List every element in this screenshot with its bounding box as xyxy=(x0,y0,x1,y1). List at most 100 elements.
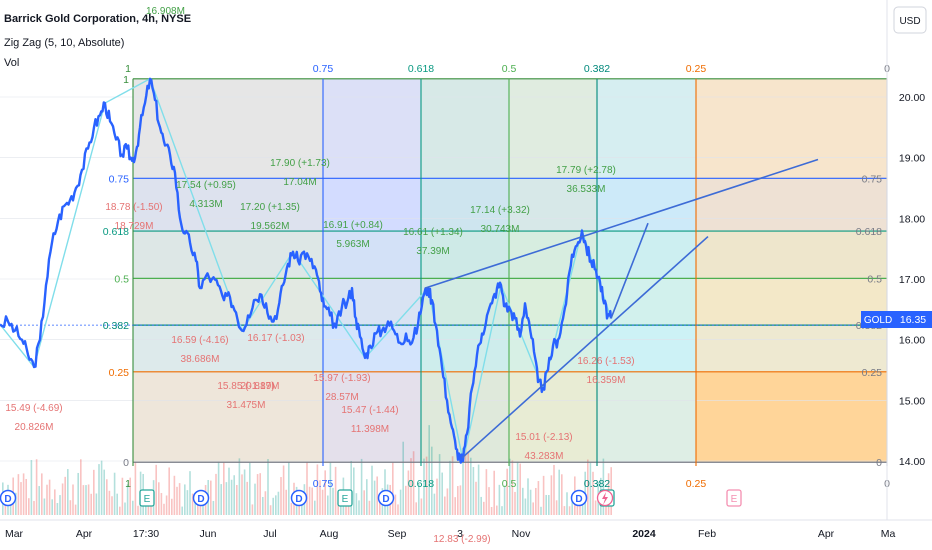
volume-bar xyxy=(223,462,225,515)
dividend-marker[interactable]: D xyxy=(192,489,210,507)
volume-bar xyxy=(379,502,381,515)
volume-bar xyxy=(282,465,285,515)
earnings-letter: E xyxy=(342,494,349,505)
time-tick-label: Jul xyxy=(263,528,276,540)
fib-cell xyxy=(323,278,421,326)
volume-bar xyxy=(4,501,7,515)
volume-bar xyxy=(256,474,259,515)
volume-bar xyxy=(38,486,40,515)
volume-bar xyxy=(82,485,85,515)
fib-cell xyxy=(509,371,597,463)
fibonacci-labels: 110.750.750.6180.6180.50.50.3820.3820.25… xyxy=(103,63,890,490)
volume-bar xyxy=(280,477,282,515)
volume-bar xyxy=(420,498,423,515)
volume-bar xyxy=(563,506,566,515)
price-tag-value: 16.35 xyxy=(900,314,926,326)
dividend-letter: D xyxy=(4,494,11,505)
fib-cell xyxy=(421,325,509,372)
volume-bar xyxy=(217,461,220,515)
volume-bar xyxy=(360,458,363,515)
volume-bar xyxy=(462,447,464,515)
fib-cell xyxy=(696,178,887,232)
flash-icon[interactable] xyxy=(596,489,614,507)
dividend-marker[interactable]: D xyxy=(377,489,395,507)
volume-bar xyxy=(402,441,404,515)
dividend-letter: D xyxy=(197,494,204,505)
volume-bar xyxy=(220,484,222,515)
earnings-icon[interactable] xyxy=(139,489,155,507)
fib-cell xyxy=(133,325,323,372)
dividend-marker[interactable]: D xyxy=(0,489,17,507)
volume-bar xyxy=(124,502,126,515)
time-tick-label: 2024 xyxy=(632,528,656,540)
time-tick-label: Aug xyxy=(320,528,339,540)
volume-bar xyxy=(184,484,186,515)
volume-bar xyxy=(532,502,534,515)
indicator-name[interactable]: Zig Zag (5, 10, Absolute) xyxy=(4,37,124,49)
currency-button[interactable]: USD xyxy=(893,6,927,34)
earnings-icon[interactable] xyxy=(337,489,353,507)
volume-bar xyxy=(210,480,212,515)
fib-cell xyxy=(597,78,696,179)
volume-bar xyxy=(228,467,230,515)
volume-bar xyxy=(85,485,87,515)
volume-bar xyxy=(506,468,508,515)
volume-bar xyxy=(80,459,82,515)
dividend-marker[interactable]: D xyxy=(290,489,308,507)
dividend-marker[interactable]: D xyxy=(570,489,588,507)
volume-bar xyxy=(155,464,157,515)
volume-bar xyxy=(548,494,550,515)
dividend-icon[interactable] xyxy=(570,489,588,507)
earnings-marker[interactable]: E xyxy=(726,489,742,507)
volume-bar xyxy=(267,459,269,515)
dividend-icon[interactable] xyxy=(192,489,210,507)
trendline[interactable] xyxy=(610,222,649,319)
volume-bar xyxy=(594,500,597,515)
fib-time-label-top: 0.75 xyxy=(313,63,334,75)
price-tick-label: 15.00 xyxy=(899,395,925,407)
dividend-icon[interactable] xyxy=(290,489,308,507)
zigzag-annotation: 5.963M xyxy=(336,239,369,250)
price-tag-symbol: GOLD xyxy=(864,315,892,326)
volume-bar xyxy=(477,464,480,515)
dividend-icon[interactable] xyxy=(0,489,17,507)
fib-band-tint xyxy=(696,78,887,179)
volume-bar xyxy=(553,464,555,515)
volume-bar xyxy=(399,489,402,515)
volume-bar xyxy=(15,492,17,515)
earnings-icon[interactable] xyxy=(726,489,742,507)
dividend-icon[interactable] xyxy=(377,489,395,507)
trendline[interactable] xyxy=(461,235,709,459)
price-tag: GOLD 16.35 xyxy=(861,311,932,328)
currency-label[interactable]: USD xyxy=(899,16,920,27)
fib-cell xyxy=(133,178,323,232)
fib-cell xyxy=(323,371,421,463)
volume-name[interactable]: Vol xyxy=(4,57,19,69)
fib-cell xyxy=(597,231,696,279)
volume-bar xyxy=(457,486,459,515)
volume-bar xyxy=(95,493,98,515)
zigzag-annotation: 15.47 (-1.44) xyxy=(341,405,398,416)
volume-bar xyxy=(191,493,194,515)
volume-bar xyxy=(311,487,313,515)
earnings-marker[interactable]: E xyxy=(337,489,353,507)
fib-band-tint xyxy=(133,325,323,372)
volume-bar xyxy=(150,502,152,515)
fib-cell xyxy=(421,231,509,279)
volume-bar xyxy=(467,451,469,515)
volume-bar xyxy=(20,482,22,515)
volume-bar xyxy=(561,474,563,515)
fib-cell xyxy=(133,78,323,179)
trendline[interactable] xyxy=(424,158,819,289)
price-tick-label: 14.00 xyxy=(899,456,925,468)
price-line xyxy=(0,77,613,464)
earnings-marker[interactable]: E xyxy=(139,489,155,507)
volume-bar xyxy=(397,504,399,515)
volume-bar xyxy=(451,456,454,515)
zigzag-annotation: 17.54 (+0.95) xyxy=(176,180,236,191)
volume-bar xyxy=(147,498,150,515)
volume-bar xyxy=(61,483,64,515)
volume-bar xyxy=(412,451,415,515)
